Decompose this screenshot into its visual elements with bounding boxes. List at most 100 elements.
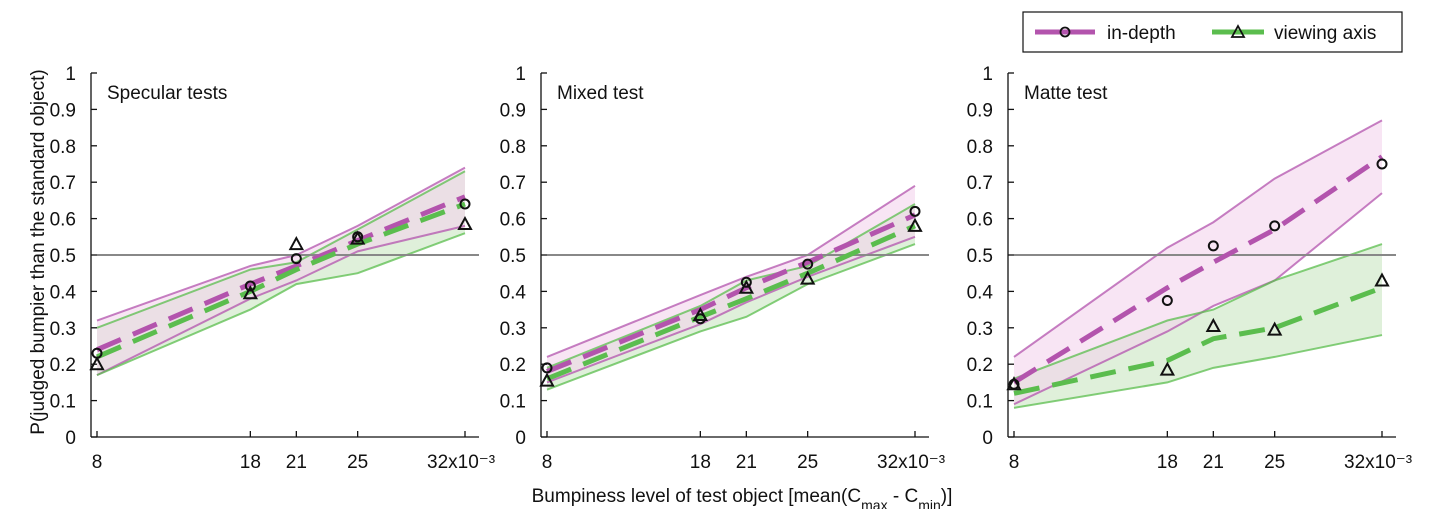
band-upper-in-depth <box>1013 119 1383 358</box>
data-point-viewing-axis <box>1159 361 1176 376</box>
data-point-in-depth <box>290 253 302 265</box>
data-point-in-depth <box>1207 240 1219 252</box>
y-tick-label: 0.1 <box>50 392 76 413</box>
y-tick-label: 0.2 <box>50 355 76 376</box>
data-point-viewing-axis <box>288 235 305 251</box>
legend-label-in-depth: in-depth <box>1107 23 1176 44</box>
x-axis-label: Bumpiness level of test object [mean(Cma… <box>532 486 953 509</box>
y-tick-label: 1 <box>515 64 526 85</box>
y-tick-label: 0.3 <box>50 319 76 340</box>
fit-line-viewing-axis <box>96 201 466 360</box>
y-tick-label: 0 <box>65 428 76 449</box>
y-tick-label: 0.6 <box>500 210 526 231</box>
x-tick-label: 25 <box>1264 452 1285 473</box>
x-tick-label: 32x10⁻³ <box>877 452 945 473</box>
data-point-viewing-axis <box>1266 321 1283 336</box>
chart-panel-2: 00.10.20.30.40.50.60.70.80.918 18 21 25 32x1… <box>500 64 946 473</box>
band-lower-viewing-axis <box>1013 334 1383 409</box>
chart-panel-3: 00.10.20.30.40.50.60.70.80.918 18 21 25 32x1… <box>967 64 1413 473</box>
data-point-viewing-axis <box>1205 317 1222 332</box>
x-tick-label: 25 <box>347 452 368 473</box>
x-tick-label: 21 <box>286 452 307 473</box>
data-point-viewing-axis <box>539 372 555 387</box>
x-tick-label: 18 <box>240 452 261 473</box>
fit-line-viewing-axis <box>546 223 917 382</box>
data-point-viewing-axis <box>457 215 473 231</box>
data-point-in-depth <box>802 258 814 270</box>
data-point-in-depth <box>244 280 256 292</box>
data-point-viewing-axis <box>242 285 259 300</box>
y-tick-label: 0.1 <box>500 392 526 413</box>
y-tick-label: 0.5 <box>500 246 526 267</box>
data-point-viewing-axis <box>1006 376 1022 391</box>
legend: in-depth viewing axis <box>1022 11 1403 53</box>
x-tick-label: 8 <box>542 452 553 473</box>
data-point-in-depth <box>541 362 553 374</box>
data-point-in-depth <box>1376 158 1388 170</box>
y-tick-label: 0.3 <box>500 319 526 340</box>
x-tick-label: 32x10⁻³ <box>427 452 495 473</box>
y-tick-label: 0.1 <box>967 392 993 413</box>
data-point-viewing-axis <box>692 306 709 322</box>
band-in-depth <box>1014 120 1382 405</box>
band-lower-in-depth <box>1013 192 1383 406</box>
y-tick-label: 0.9 <box>50 100 76 121</box>
y-tick-label: 0.9 <box>967 100 993 121</box>
y-tick-label: 0.4 <box>50 282 77 303</box>
fit-line-in-depth <box>96 194 466 352</box>
y-tick-label: 0.3 <box>967 319 993 340</box>
triangle-marker-icon <box>1230 24 1246 38</box>
y-tick-label: 0.6 <box>967 210 993 231</box>
legend-item-in-depth: in-depth <box>1035 23 1176 44</box>
x-tick-label: 21 <box>1203 452 1224 473</box>
band-upper-in-depth <box>546 184 916 358</box>
data-point-in-depth <box>1161 295 1173 306</box>
band-lower-in-depth <box>546 235 916 384</box>
panels: 00.10.20.30.40.50.60.70.80.918 18 21 25 32x1… <box>50 64 1413 473</box>
y-tick-label: 0.5 <box>967 246 993 267</box>
data-point-in-depth <box>459 198 471 210</box>
data-point-viewing-axis <box>349 230 366 245</box>
y-tick-label: 0.9 <box>500 100 526 121</box>
fit-line-viewing-axis <box>1013 285 1383 396</box>
y-tick-label: 0 <box>515 428 526 449</box>
x-tick-label: 8 <box>92 452 103 473</box>
x-tick-label: 8 <box>1009 452 1020 473</box>
legend-item-viewing-axis: viewing axis <box>1212 23 1376 44</box>
panel-title: Matte test <box>1024 83 1108 104</box>
x-tick-label: 32x10⁻³ <box>1344 452 1412 473</box>
y-tick-label: 0.8 <box>967 137 993 158</box>
y-tick-label: 0.2 <box>967 355 993 376</box>
x-tick-label: 25 <box>797 452 818 473</box>
x-tick-label: 18 <box>1157 452 1178 473</box>
band-lower-viewing-axis <box>546 243 916 391</box>
band-lower-viewing-axis <box>96 232 466 377</box>
y-tick-label: 0.7 <box>967 173 993 194</box>
y-tick-label: 0.5 <box>50 246 76 267</box>
y-axis-label: P(judged bumpier than the standard objec… <box>28 69 49 434</box>
y-tick-label: 0.8 <box>500 137 526 158</box>
y-tick-label: 0 <box>982 428 993 449</box>
y-tick-label: 0.2 <box>500 355 526 376</box>
band-in-depth <box>547 185 915 383</box>
y-tick-label: 0.4 <box>500 282 527 303</box>
band-viewing-axis <box>1014 244 1382 408</box>
data-point-viewing-axis <box>1374 272 1390 287</box>
y-tick-label: 0.4 <box>967 282 994 303</box>
y-tick-label: 1 <box>65 64 76 85</box>
panel-title: Specular tests <box>107 83 227 104</box>
y-tick-label: 0.8 <box>50 137 76 158</box>
y-tick-label: 0.6 <box>50 210 76 231</box>
y-tick-label: 1 <box>982 64 993 85</box>
band-lower-in-depth <box>96 224 466 377</box>
circle-marker-icon <box>1059 26 1071 38</box>
y-tick-label: 0.7 <box>500 173 526 194</box>
data-point-in-depth <box>1269 220 1281 232</box>
chart-panel-1: 00.10.20.30.40.50.60.70.80.918 18 21 25 32x1… <box>50 64 496 473</box>
panel-title: Mixed test <box>557 83 644 104</box>
band-upper-viewing-axis <box>1013 243 1383 380</box>
data-point-viewing-axis <box>799 270 816 285</box>
x-tick-label: 18 <box>690 452 711 473</box>
data-point-in-depth <box>740 276 752 288</box>
